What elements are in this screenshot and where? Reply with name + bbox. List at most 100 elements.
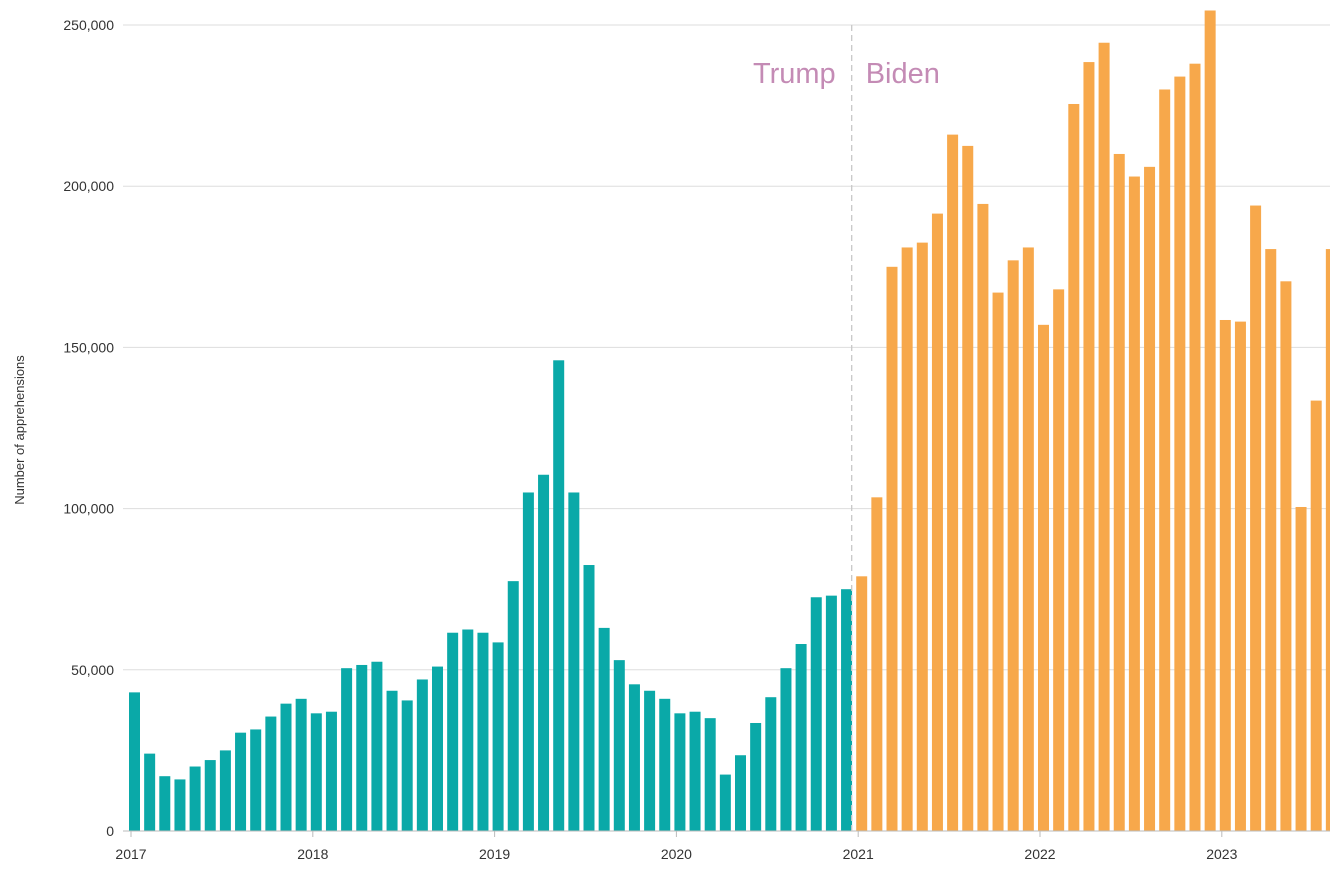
bar-2019-08 [598, 627, 610, 831]
bar-2021-07 [947, 134, 959, 832]
x-tick-label: 2022 [1024, 846, 1055, 862]
y-axis-title: Number of apprehensions [12, 355, 27, 505]
bar-2020-10 [810, 597, 822, 831]
x-tick-label: 2019 [479, 846, 510, 862]
bar-2023-08 [1325, 249, 1330, 831]
bar-2021-06 [931, 213, 943, 831]
bar-2021-09 [977, 203, 989, 831]
bar-2019-11 [644, 690, 656, 831]
bar-2021-03 [886, 266, 898, 831]
bar-2022-05 [1098, 42, 1110, 832]
bar-2021-02 [871, 497, 883, 831]
bar-2017-10 [265, 716, 277, 831]
bar-2023-02 [1234, 321, 1246, 831]
bar-2018-03 [341, 668, 353, 831]
bar-2023-05 [1280, 281, 1292, 832]
bar-2022-10 [1174, 76, 1186, 832]
bar-2017-12 [295, 698, 307, 831]
bar-2019-06 [568, 492, 580, 831]
bar-2017-03 [159, 776, 171, 831]
bar-2017-09 [250, 729, 262, 831]
bar-2020-09 [795, 644, 807, 831]
bar-2018-05 [371, 661, 383, 831]
bar-2017-11 [280, 703, 292, 831]
x-tick-label: 2017 [115, 846, 146, 862]
bar-2017-04 [174, 779, 186, 831]
bar-2021-01 [856, 576, 868, 831]
bar-2020-11 [825, 595, 837, 831]
label-biden: Biden [866, 58, 940, 90]
bar-2022-11 [1189, 63, 1201, 832]
x-tick-label: 2018 [297, 846, 328, 862]
x-tick-label: 2023 [1206, 846, 1237, 862]
bar-2019-02 [507, 581, 519, 831]
label-trump: Trump [753, 58, 836, 90]
bar-2018-11 [462, 629, 474, 831]
bar-2017-05 [189, 766, 201, 831]
bar-2019-10 [628, 684, 640, 831]
bar-2023-07 [1310, 400, 1322, 831]
bar-2022-07 [1128, 176, 1140, 831]
bars [129, 10, 1330, 832]
bar-2021-08 [962, 145, 974, 831]
bar-2018-07 [401, 700, 413, 831]
bar-2020-08 [780, 668, 792, 831]
bar-2018-06 [386, 690, 398, 831]
term-divider: Trump Biden [753, 25, 940, 831]
bar-2019-07 [583, 565, 595, 831]
bar-2023-04 [1265, 249, 1277, 831]
bar-2020-03 [704, 718, 716, 831]
bar-2019-12 [659, 698, 671, 831]
bar-2018-08 [416, 679, 428, 831]
bar-2017-01 [129, 692, 140, 831]
x-tick-label: 2020 [661, 846, 692, 862]
y-tick-label: 100,000 [63, 501, 114, 517]
y-tick-label: 250,000 [63, 17, 114, 33]
bar-2019-03 [522, 492, 534, 831]
bar-2017-06 [204, 760, 216, 831]
y-tick-label: 200,000 [63, 178, 114, 194]
bar-2023-06 [1295, 506, 1307, 831]
bar-2020-04 [719, 774, 731, 831]
bar-2018-10 [447, 632, 459, 831]
y-tick-label: 50,000 [71, 662, 114, 678]
gridlines [123, 24, 1330, 671]
bar-2019-05 [553, 360, 565, 831]
bar-2022-04 [1083, 62, 1095, 832]
bar-2022-02 [1053, 289, 1065, 831]
bar-2018-01 [310, 713, 322, 831]
bar-2017-07 [219, 750, 231, 831]
bar-2019-04 [538, 474, 550, 831]
y-tick-label: 0 [106, 823, 114, 839]
bar-2023-03 [1250, 205, 1262, 831]
bar-2023-01 [1219, 319, 1231, 831]
bar-2022-09 [1159, 89, 1171, 832]
bar-2017-02 [144, 753, 156, 831]
bar-2020-06 [750, 722, 762, 831]
bar-2018-12 [477, 632, 489, 831]
bar-2019-09 [613, 660, 625, 831]
bar-2020-07 [765, 697, 777, 831]
bar-2022-12 [1204, 10, 1216, 831]
bar-2021-04 [901, 247, 913, 831]
bar-2017-08 [235, 732, 247, 831]
bar-2018-04 [356, 664, 368, 831]
bar-2022-01 [1038, 324, 1049, 831]
bar-2021-11 [1007, 260, 1019, 831]
bar-2021-10 [992, 292, 1004, 831]
bar-2020-01 [674, 713, 686, 831]
bar-2019-01 [492, 642, 504, 831]
axes: 0 50,000 100,000 150,000 200,000 250,000 2017 2… [63, 17, 1330, 862]
y-tick-label: 150,000 [63, 339, 114, 355]
bar-2021-05 [916, 242, 928, 831]
bar-2018-09 [432, 666, 443, 831]
bar-2020-05 [735, 755, 746, 831]
bar-2022-03 [1068, 103, 1080, 832]
bar-2020-12 [841, 589, 853, 831]
bar-2018-02 [325, 711, 337, 831]
bar-2020-02 [689, 711, 701, 831]
bar-2022-08 [1144, 166, 1156, 831]
bar-2021-12 [1022, 247, 1034, 831]
